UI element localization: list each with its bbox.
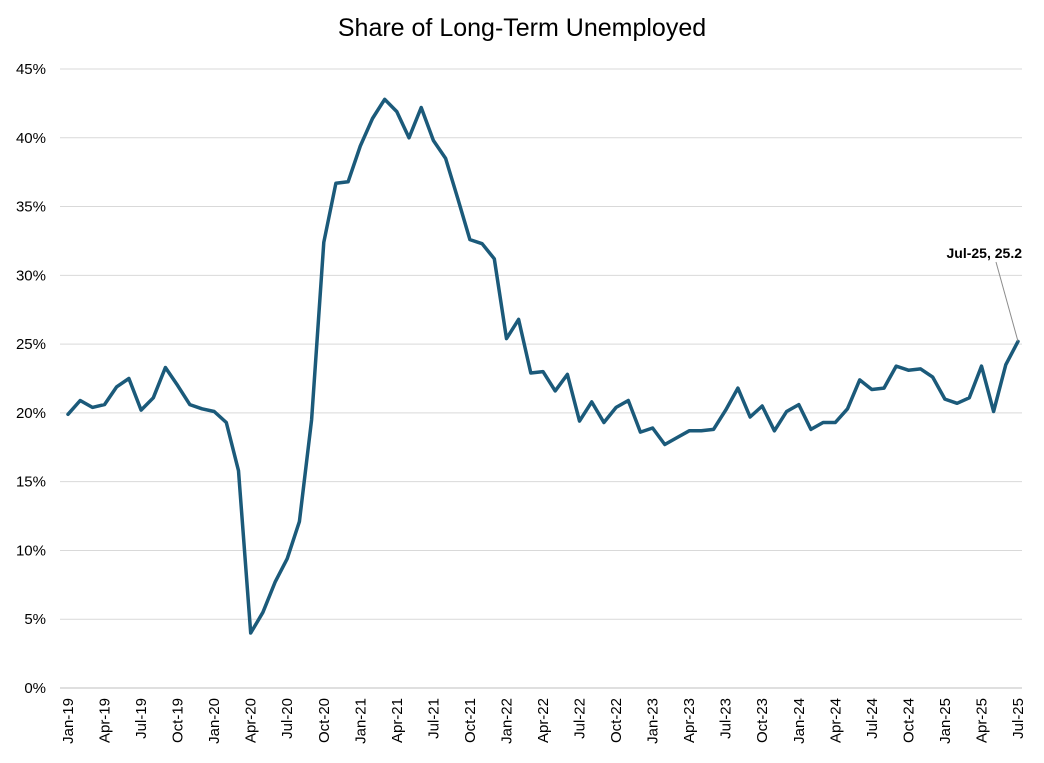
x-tick-label: Jul-20	[279, 698, 296, 739]
x-tick-label: Apr-21	[389, 698, 406, 743]
y-tick-label: 35%	[16, 199, 46, 216]
y-tick-label: 20%	[16, 405, 46, 422]
y-tick-label: 25%	[16, 336, 46, 353]
y-tick-label: 10%	[16, 542, 46, 559]
x-tick-label: Jan-19	[60, 698, 77, 744]
y-tick-label: 40%	[16, 130, 46, 147]
x-tick-label: Oct-19	[170, 698, 187, 743]
x-tick-label: Jul-25	[1010, 698, 1027, 739]
y-tick-label: 0%	[24, 680, 46, 697]
x-tick-label: Jan-21	[352, 698, 369, 744]
x-tick-label: Jul-23	[718, 698, 735, 739]
y-tick-label: 5%	[24, 611, 46, 628]
y-tick-label: 15%	[16, 474, 46, 491]
gridlines	[60, 68, 1022, 689]
chart-title: Share of Long-Term Unemployed	[337, 14, 707, 42]
x-tick-label: Apr-23	[681, 698, 698, 743]
x-tick-label: Oct-23	[754, 698, 771, 743]
x-tick-label: Oct-21	[462, 698, 479, 743]
x-tick-label: Jan-23	[645, 698, 662, 744]
x-tick-label: Apr-19	[97, 698, 114, 743]
x-tick-label: Jul-22	[572, 698, 589, 739]
x-tick-label: Oct-20	[316, 698, 333, 743]
x-axis-tick-labels: Jan-19 Apr-19 Jul-19 Oct-19 Jan-20 Apr-20 Jul-…	[60, 698, 1027, 744]
annotation-layer: Jul-25, 25.2	[947, 245, 1023, 342]
y-tick-label: 30%	[16, 267, 46, 284]
x-tick-label: Apr-22	[535, 698, 552, 743]
x-tick-label: Jan-25	[937, 698, 954, 744]
x-tick-label: Jul-21	[425, 698, 442, 739]
y-axis-tick-labels: 0% 5% 10% 15% 20% 25% 30% 35% 40% 45%	[16, 61, 46, 697]
x-tick-label: Jan-22	[498, 698, 515, 744]
x-tick-label: Jul-19	[133, 698, 150, 739]
x-tick-label: Jan-20	[206, 698, 223, 744]
x-tick-label: Oct-22	[608, 698, 625, 743]
series-line	[66, 97, 1020, 635]
y-tick-label: 45%	[16, 61, 46, 78]
annotation-leader-line	[995, 261, 1019, 342]
x-tick-label: Apr-24	[827, 698, 844, 743]
x-tick-label: Oct-24	[900, 698, 917, 743]
x-tick-label: Jan-24	[791, 698, 808, 744]
x-tick-label: Apr-25	[973, 698, 990, 743]
x-tick-label: Jul-24	[864, 698, 881, 739]
annotation-label: Jul-25, 25.2	[947, 245, 1023, 261]
series-layer	[66, 97, 1020, 635]
x-tick-label: Apr-20	[243, 698, 260, 743]
